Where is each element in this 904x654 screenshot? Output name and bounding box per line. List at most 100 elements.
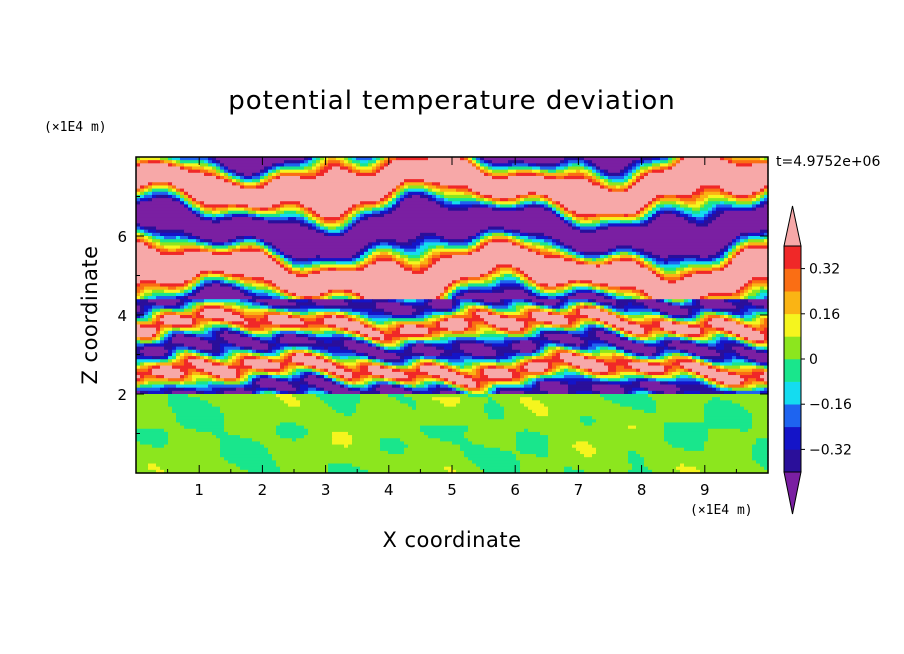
contour-cell (628, 378, 637, 382)
contour-cell (288, 254, 293, 259)
contour-cell (188, 239, 197, 243)
contour-cell (452, 466, 481, 471)
contour-cell (684, 273, 693, 278)
contour-cell (324, 318, 349, 322)
contour-cell (392, 258, 397, 262)
contour-cell (260, 242, 265, 247)
contour-cell (556, 283, 565, 288)
contour-cell (396, 188, 401, 193)
contour-cell (192, 194, 385, 199)
contour-cell (540, 340, 553, 345)
contour-cell (380, 337, 385, 341)
contour-cell (724, 261, 729, 266)
contour-cell (272, 359, 285, 363)
contour-cell (540, 292, 549, 297)
contour-cell (376, 201, 381, 205)
contour-cell (632, 340, 637, 345)
contour-cell (260, 318, 269, 322)
contour-cell (644, 302, 669, 307)
contour-cell (448, 283, 453, 288)
contour-cell (280, 296, 285, 300)
contour-cell (692, 308, 701, 313)
contour-cell (256, 210, 277, 215)
contour-cell (140, 163, 169, 168)
contour-cell (752, 302, 769, 307)
contour-cell (548, 412, 705, 417)
contour-cell (368, 242, 373, 247)
contour-cell (196, 390, 205, 395)
contour-cell (164, 384, 177, 389)
contour-cell (600, 166, 625, 171)
contour-cell (732, 387, 753, 392)
contour-cell (524, 324, 529, 329)
contour-cell (604, 254, 609, 259)
contour-cell (656, 349, 661, 354)
contour-cell (704, 204, 713, 209)
contour-cell (300, 264, 305, 269)
contour-cell (472, 315, 481, 319)
contour-cell (564, 248, 569, 253)
contour-cell (608, 308, 613, 313)
contour-cell (712, 318, 725, 322)
contour-cell (488, 226, 505, 231)
contour-cell (216, 172, 221, 177)
contour-cell (532, 280, 537, 284)
contour-cell (520, 466, 565, 471)
contour-cell (300, 160, 305, 164)
contour-cell (228, 166, 265, 171)
contour-cell (320, 220, 325, 224)
contour-cell (576, 368, 581, 373)
contour-cell (344, 315, 349, 319)
contour-cell (164, 343, 185, 348)
contour-cell (356, 254, 361, 259)
contour-cell (236, 204, 249, 209)
contour-cell (364, 315, 369, 319)
contour-cell (568, 390, 577, 395)
contour-cell (652, 166, 661, 171)
contour-cell (512, 267, 517, 272)
contour-cell (184, 333, 193, 338)
contour-cell (752, 204, 757, 209)
contour-cell (684, 258, 697, 262)
contour-cell (324, 160, 329, 164)
contour-cell (708, 321, 737, 326)
contour-cell (652, 267, 657, 272)
contour-cell (404, 362, 409, 367)
contour-cell (476, 311, 489, 316)
contour-cell (672, 315, 681, 319)
contour-cell (452, 340, 457, 345)
contour-cell (220, 172, 225, 177)
contour-cell (208, 321, 221, 326)
contour-cell (660, 340, 665, 345)
contour-cell (500, 204, 513, 209)
contour-cell (264, 239, 377, 243)
contour-cell (668, 356, 673, 360)
contour-cell (664, 431, 709, 436)
contour-cell (408, 403, 417, 408)
contour-cell (740, 286, 745, 291)
contour-cell (396, 258, 405, 262)
contour-cell (396, 397, 413, 401)
contour-cell (492, 160, 509, 164)
contour-cell (648, 172, 769, 177)
contour-cell (136, 406, 173, 411)
y-axis-unit: (×1E4 m) (44, 120, 107, 135)
contour-cell (488, 169, 493, 174)
contour-cell (404, 343, 409, 348)
contour-cell (580, 251, 585, 256)
contour-cell (344, 311, 349, 316)
contour-cell (452, 346, 461, 351)
contour-cell (148, 318, 153, 322)
contour-cell (464, 305, 469, 310)
contour-cell (352, 213, 357, 218)
contour-cell (376, 327, 381, 332)
contour-cell (240, 324, 245, 329)
contour-cell (596, 286, 601, 291)
contour-cell (320, 264, 357, 269)
contour-cell (220, 362, 225, 367)
contour-cell (464, 390, 469, 395)
contour-cell (724, 254, 729, 259)
contour-cell (460, 277, 469, 281)
contour-cell (440, 330, 453, 335)
contour-cell (176, 412, 225, 417)
